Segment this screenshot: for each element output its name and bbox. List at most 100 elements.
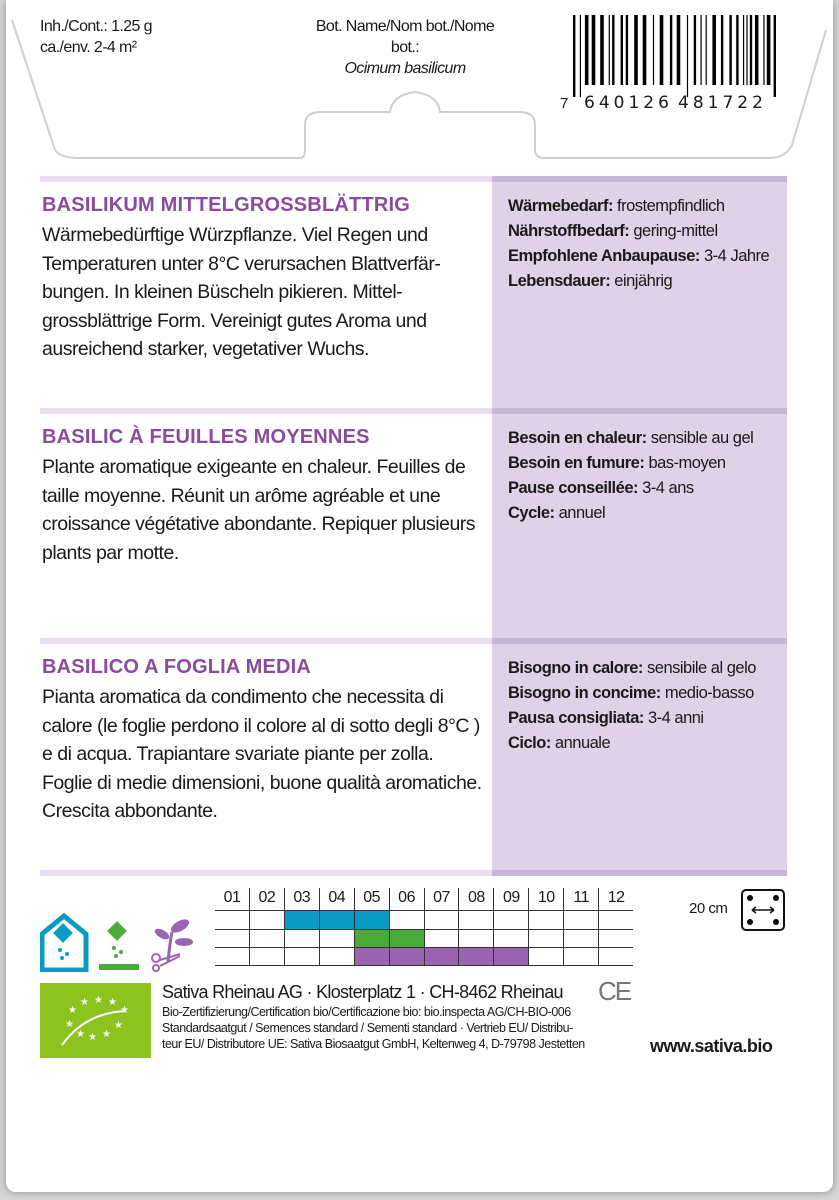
barcode-bar <box>705 15 707 85</box>
month-label: 10 <box>528 888 563 910</box>
month-cell <box>598 948 633 965</box>
barcode-bar <box>625 15 629 85</box>
barcode-bar <box>729 15 732 85</box>
barcode-bar <box>612 15 615 85</box>
section-divider <box>40 408 492 414</box>
month-label: 09 <box>493 888 528 910</box>
property-row: Wärmebedarf: frostempfindlich <box>508 197 725 215</box>
barcode-bar <box>763 15 765 85</box>
month-cell <box>458 911 493 929</box>
svg-text:★: ★ <box>102 1029 111 1040</box>
month-cell <box>215 911 249 929</box>
month-cell <box>458 948 494 965</box>
month-cell <box>283 948 319 965</box>
packet-top-flap <box>11 19 827 159</box>
month-cell <box>215 930 249 948</box>
month-cell <box>283 929 319 947</box>
property-row: Besoin en fumure: bas-moyen <box>508 454 726 472</box>
property-row: Empfohlene Anbaupause: 3-4 Jahre <box>508 247 770 265</box>
month-cell <box>318 911 354 929</box>
month-cell <box>493 911 528 929</box>
svg-text:★: ★ <box>88 1032 97 1043</box>
svg-text:★: ★ <box>80 997 89 1008</box>
barcode-bar <box>659 15 664 85</box>
barcode-bar <box>634 15 638 85</box>
barcode-bar <box>700 15 702 85</box>
barcode-bar <box>652 15 655 85</box>
section-properties: Besoin en chaleur: sensible au gel Besoin… <box>508 426 754 526</box>
month-cell <box>423 911 459 929</box>
section-properties: Bisogno in calore: sensibile al gelo Biso… <box>508 656 756 756</box>
barcode-bar <box>693 15 697 85</box>
month-cell <box>528 948 563 965</box>
section-description: Pianta aromatica da condimento che neces… <box>42 686 482 822</box>
barcode-bar <box>591 15 596 85</box>
month-cell <box>563 911 598 929</box>
calendar-row <box>215 928 633 948</box>
properties-panel <box>492 176 787 876</box>
calendar-month-header: 01 02 03 04 05 06 07 08 09 10 11 12 <box>215 888 633 910</box>
section-properties: Wärmebedarf: frostempfindlich Nährstoffbe… <box>508 194 770 294</box>
calendar-row <box>215 910 633 929</box>
property-row: Nährstoffbedarf: gering-mittel <box>508 222 718 240</box>
month-cell <box>318 929 354 947</box>
plant-spacing-icon <box>741 889 785 931</box>
barcode: 7 640126 481722 <box>560 15 785 115</box>
month-label: 03 <box>283 888 319 910</box>
month-cell <box>528 929 563 947</box>
ce-mark: CE <box>598 976 632 1006</box>
month-cell <box>423 929 459 947</box>
month-label: 05 <box>353 888 389 910</box>
spacing-label: 20 cm <box>689 900 728 917</box>
barcode-bar <box>712 15 716 85</box>
barcode-bar <box>743 15 745 85</box>
barcode-bar <box>573 15 576 97</box>
eu-organic-logo: ★★ ★ ★★ ★★★★★ <box>40 983 151 1058</box>
month-label: 06 <box>388 888 424 910</box>
section-divider <box>40 870 492 876</box>
barcode-bar <box>600 15 604 85</box>
svg-text:★: ★ <box>114 1020 123 1031</box>
footer-info: Sativa Rheinau AG · Klosterplatz 1 · CH-… <box>162 982 585 1051</box>
month-cell <box>388 929 424 947</box>
barcode-bar <box>584 15 589 85</box>
month-cell <box>318 948 354 965</box>
property-row: Besoin en chaleur: sensible au gel <box>508 429 754 447</box>
month-cell <box>353 929 389 947</box>
month-cell <box>353 948 389 965</box>
sowing-calendar: 01 02 03 04 05 06 07 08 09 10 11 12 <box>215 888 633 966</box>
svg-text:★: ★ <box>76 1029 85 1040</box>
month-cell <box>598 929 633 947</box>
section-title: BASILICO A FOGLIA MEDIA <box>42 656 312 678</box>
barcode-bar <box>749 15 753 85</box>
month-label: 01 <box>223 889 241 906</box>
section-description: Wärmebedürftige Würzpflanze. Viel Regen … <box>42 224 441 360</box>
botanical-name: Bot. Name/Nom bot./Nome bot.: Ocimum bas… <box>315 18 495 77</box>
month-label: 11 <box>563 888 598 910</box>
property-row: Cycle: annuel <box>508 504 606 522</box>
month-cell <box>598 911 633 929</box>
property-row: Pause conseillée: 3-4 ans <box>508 479 694 497</box>
month-label: 02 <box>248 888 284 910</box>
barcode-bar <box>736 15 739 85</box>
section-description: Plante aromatique exigeante en chaleur. … <box>42 456 476 564</box>
month-cell <box>493 929 528 947</box>
barcode-bar <box>608 15 610 85</box>
section-divider <box>40 176 492 182</box>
barcode-bar <box>686 15 689 97</box>
property-row: Pausa consigliata: 3-4 anni <box>508 709 704 727</box>
month-cell <box>493 948 529 965</box>
section-divider <box>492 638 787 644</box>
website-link[interactable]: www.sativa.bio <box>650 1036 773 1056</box>
section-divider <box>492 870 787 876</box>
barcode-bar <box>620 15 623 85</box>
barcode-bar <box>773 15 776 97</box>
month-label: 12 <box>598 888 633 910</box>
section-divider <box>492 408 787 414</box>
section-divider <box>40 638 492 644</box>
month-cell <box>248 911 284 929</box>
greenhouse-sowing-icon <box>39 912 89 973</box>
month-cell <box>248 929 284 947</box>
property-row: Ciclo: annuale <box>508 734 611 752</box>
month-label: 08 <box>458 888 493 910</box>
